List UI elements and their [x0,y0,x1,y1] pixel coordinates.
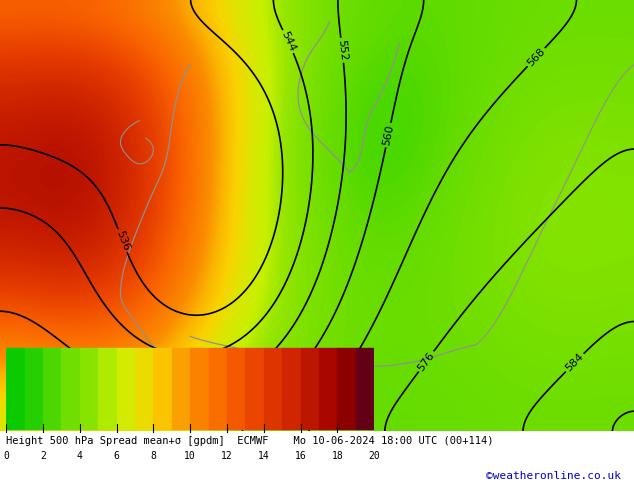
Text: 8: 8 [150,451,157,461]
Bar [264,348,282,429]
Bar [135,348,153,429]
Bar [356,348,374,429]
Bar [80,348,98,429]
Text: Height 500 hPa Spread mean+σ [gpdm]  ECMWF    Mo 10-06-2024 18:00 UTC (00+114): Height 500 hPa Spread mean+σ [gpdm] ECMW… [6,436,494,446]
Text: 12: 12 [221,451,233,461]
Bar [190,348,209,429]
Text: 4: 4 [77,451,83,461]
Text: 18: 18 [332,451,343,461]
Bar [245,348,264,429]
Text: 10: 10 [184,451,196,461]
Text: 2: 2 [40,451,46,461]
Bar [227,348,245,429]
Text: 536: 536 [114,229,131,252]
Text: ©weatheronline.co.uk: ©weatheronline.co.uk [486,471,621,481]
Bar [153,348,172,429]
Text: 20: 20 [368,451,380,461]
Text: 576: 576 [416,350,436,373]
Bar [319,348,337,429]
Bar [301,348,319,429]
Text: 0: 0 [3,451,10,461]
Bar [209,348,227,429]
Text: 6: 6 [113,451,120,461]
Text: 584: 584 [564,352,586,374]
Bar [337,348,356,429]
Text: 14: 14 [258,451,269,461]
Text: 552: 552 [336,39,348,61]
Bar [61,348,80,429]
Text: 560: 560 [381,124,396,147]
Bar [6,348,25,429]
Text: 568: 568 [526,46,547,68]
Text: 544: 544 [279,30,297,53]
Bar [98,348,117,429]
Bar [25,348,43,429]
Bar [117,348,135,429]
Text: 16: 16 [295,451,306,461]
Bar [43,348,61,429]
Bar [172,348,190,429]
Bar [282,348,301,429]
